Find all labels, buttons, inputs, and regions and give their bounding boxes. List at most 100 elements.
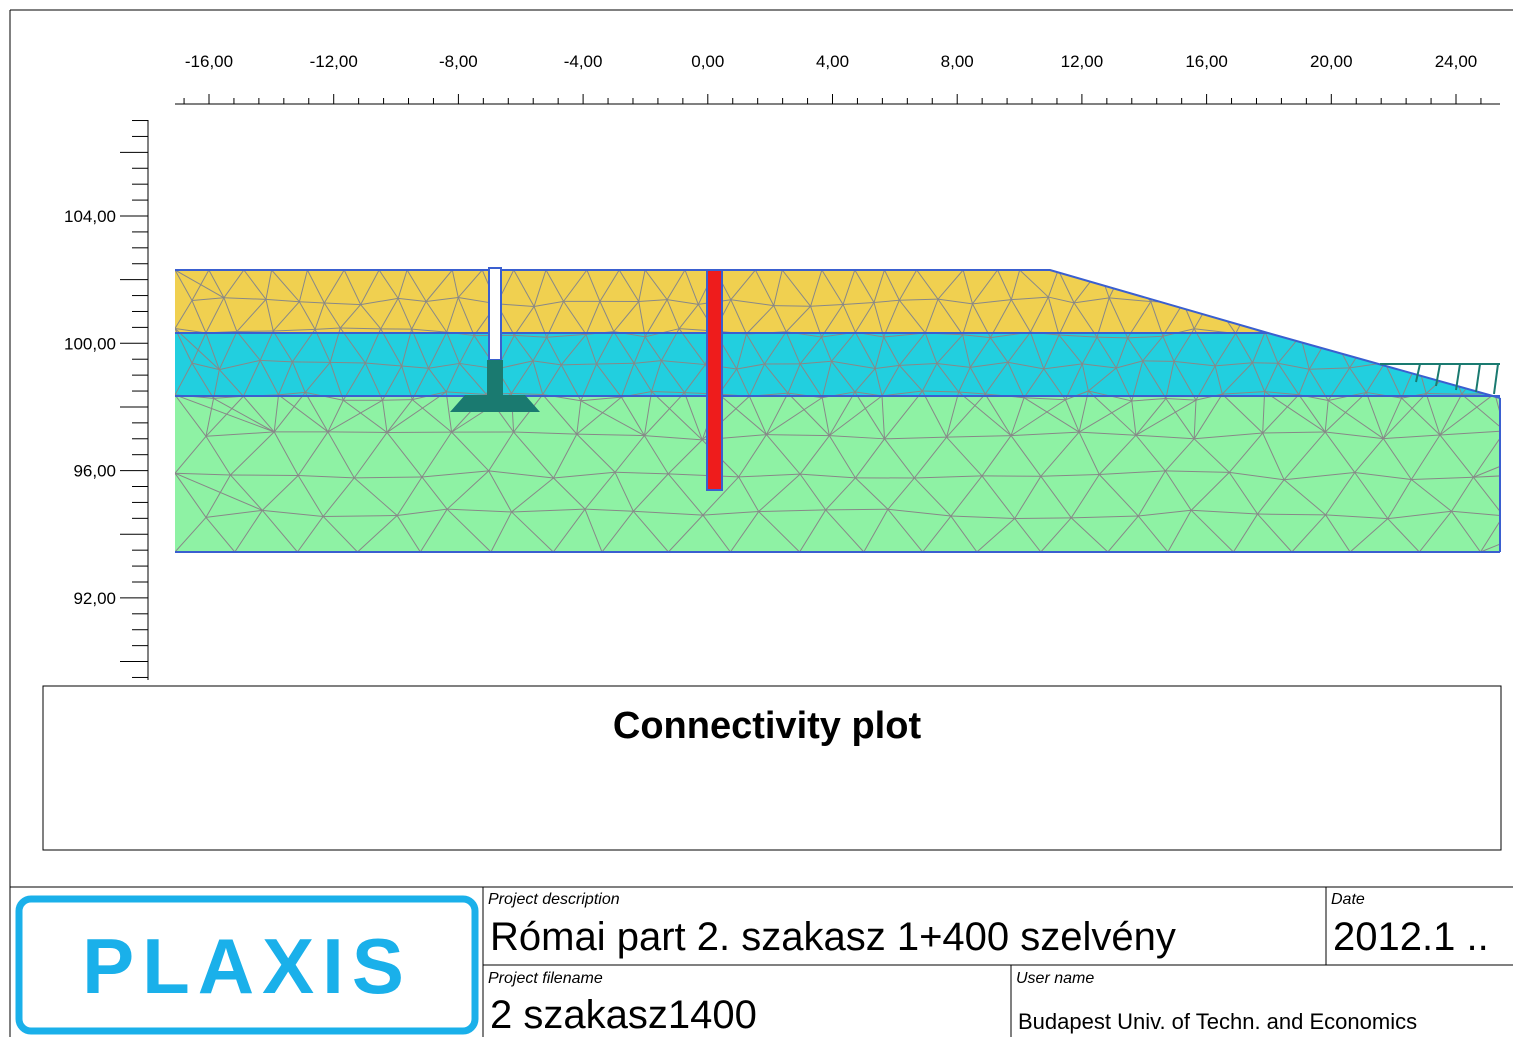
mesh-edge (533, 270, 547, 307)
mesh-edge (1505, 431, 1513, 438)
mesh-edge (1382, 397, 1402, 439)
mesh-edge (678, 304, 699, 329)
mesh-edge (261, 475, 299, 511)
mesh-edge (1443, 297, 1470, 330)
mesh-edge (1193, 393, 1223, 440)
logo: PLAXIS (82, 922, 412, 1010)
mesh-edge (899, 332, 926, 366)
mesh-edge (1098, 474, 1139, 517)
mesh-edge (1284, 471, 1355, 481)
mesh-edge (958, 367, 971, 393)
mesh-edge (1387, 298, 1421, 300)
mesh-edge (863, 509, 889, 552)
mesh-edge (1503, 474, 1513, 516)
mesh-edge (1257, 513, 1326, 516)
mesh-edge (1107, 515, 1139, 552)
mesh-edge (191, 362, 214, 399)
mesh-edge (638, 299, 668, 303)
mesh-edge (1411, 476, 1474, 480)
mesh-edge (1023, 368, 1045, 398)
mesh-edge (887, 508, 951, 517)
mesh-edge (584, 471, 616, 510)
mesh-edge (360, 304, 382, 330)
mesh-edge (1324, 392, 1367, 433)
mesh-edge (962, 334, 971, 368)
mesh-edge (821, 270, 844, 305)
mesh-edge (1173, 361, 1197, 401)
mesh-edge (304, 392, 329, 433)
boundary (175, 269, 1501, 399)
mesh-edge (1264, 331, 1279, 364)
mesh-edge (946, 391, 960, 438)
mesh-edge (831, 360, 876, 370)
mesh-edge (1300, 331, 1332, 337)
x-tick-label: -4,00 (564, 52, 603, 71)
mesh-edge (273, 328, 316, 332)
mesh-edge (1464, 270, 1478, 303)
mesh-edge (825, 477, 856, 511)
mesh-edge (633, 510, 703, 516)
mesh-edge (1386, 270, 1396, 300)
mesh-edge (1283, 431, 1326, 481)
mesh-edge (1392, 298, 1422, 333)
mesh-edge (1384, 331, 1394, 363)
mesh-edge (1162, 336, 1175, 362)
mesh-edge (1024, 397, 1066, 401)
mesh-edge (746, 305, 775, 335)
label: Project description (488, 891, 620, 908)
mesh-edge (265, 299, 274, 332)
mesh-edge (322, 516, 358, 552)
mesh-edge (459, 363, 487, 395)
mesh-edge (1309, 367, 1350, 370)
mesh-edge (1382, 438, 1412, 480)
mesh-edge (874, 336, 885, 369)
mesh-edge (306, 270, 325, 304)
mesh-edge (1081, 363, 1089, 392)
mesh-edge (262, 509, 324, 517)
mesh-edge (545, 270, 564, 302)
mesh-edge (580, 400, 645, 437)
distributed-load (1380, 363, 1500, 395)
mesh-edge (421, 470, 489, 478)
mesh-edge (354, 476, 423, 479)
mesh-edge (386, 432, 423, 478)
mesh-edge (881, 395, 886, 439)
mesh-edge (175, 300, 193, 329)
mesh-edge (990, 337, 1009, 363)
mesh-edge (1384, 360, 1418, 364)
mesh-edge (884, 270, 900, 301)
mesh-edge (1417, 360, 1454, 371)
mesh-edge (580, 363, 597, 401)
mesh-edge (1283, 479, 1326, 516)
mesh-edge (1193, 400, 1197, 439)
mesh-edge (1007, 331, 1031, 363)
mesh-edge (1439, 393, 1496, 436)
mesh-edge (327, 431, 355, 479)
mesh-edge (1354, 471, 1412, 480)
mesh-edge (1276, 296, 1310, 305)
x-tick-label: 4,00 (816, 52, 849, 71)
mesh-edge (513, 306, 535, 336)
mesh-edge (984, 393, 1012, 436)
mesh-edge (1308, 303, 1332, 333)
mesh-edge (1503, 516, 1513, 517)
mesh-edge (1411, 479, 1452, 512)
mesh-edge (1043, 368, 1066, 401)
mesh-edge (560, 364, 582, 402)
mesh-edge (799, 509, 827, 552)
mesh-edge (821, 361, 832, 398)
mesh-edge (773, 305, 787, 332)
mesh-edge (1115, 337, 1129, 369)
mesh-edge (754, 270, 775, 306)
mesh-edge (613, 331, 635, 364)
mesh-edge (684, 270, 699, 305)
mesh-edge (208, 270, 225, 299)
mesh-edge (1350, 270, 1365, 304)
mesh-edge (1070, 517, 1109, 552)
mesh-edge (668, 514, 704, 552)
mesh-edge (854, 331, 876, 369)
mesh-edge (205, 332, 220, 370)
mesh-edge (829, 435, 885, 440)
mesh-edge (660, 328, 680, 361)
mesh-edge (936, 334, 964, 364)
